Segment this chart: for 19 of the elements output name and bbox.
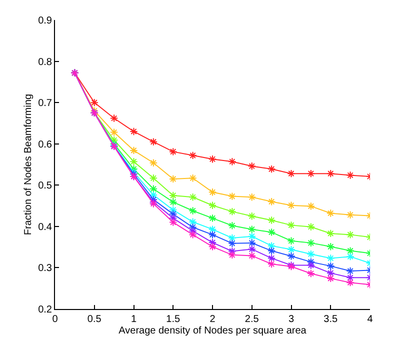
y-tick-label: 0.3: [38, 263, 52, 274]
x-tick-label: 2: [210, 314, 216, 325]
y-tick-label: 0.2: [38, 304, 52, 316]
x-tick-label: 1: [130, 314, 137, 325]
y-tick-label: 0.7: [38, 98, 52, 110]
x-tick-label: 4: [367, 314, 374, 325]
x-tick-label: 0: [52, 314, 58, 325]
x-tick-label: 0.5: [87, 314, 102, 325]
x-tick-label: 3: [288, 314, 294, 325]
y-axis-title: Fraction of Nodes Beamforming: [23, 94, 34, 236]
x-tick-label: 3.5: [324, 314, 338, 325]
x-tick-label: 2.5: [244, 314, 260, 325]
x-axis-title: Average density of Nodes per square area: [118, 326, 307, 336]
y-tick-label: 0.6: [38, 139, 52, 150]
y-tick-label: 0.8: [38, 56, 52, 68]
x-tick-label: 1.5: [166, 314, 181, 325]
y-tick-label: 0.4: [38, 222, 52, 233]
y-tick-label: 0.5: [38, 180, 52, 192]
y-tick-label: 0.9: [38, 16, 52, 26]
